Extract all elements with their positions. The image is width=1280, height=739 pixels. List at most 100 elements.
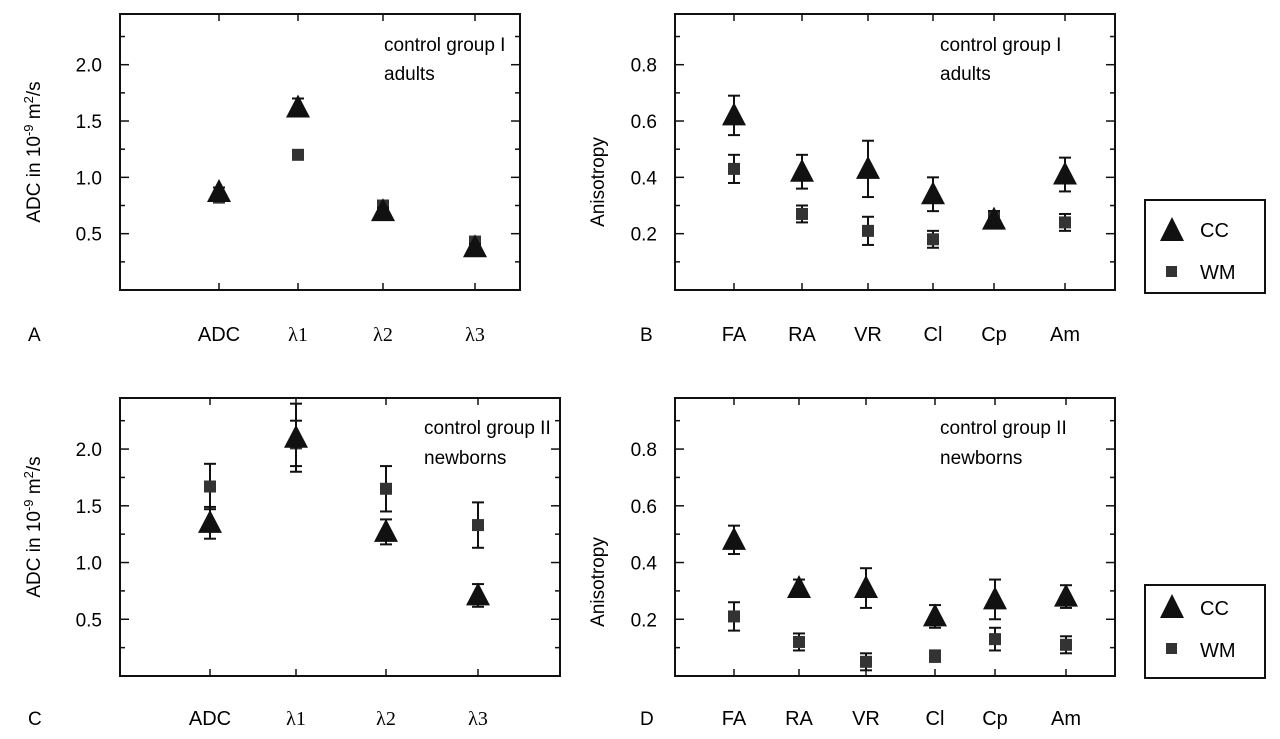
cc-point <box>371 198 395 222</box>
x-category-label: FA <box>722 324 747 346</box>
panel-letter: B <box>640 325 653 346</box>
y-tick-labels: 0.2 0.4 0.6 0.8 <box>631 440 658 631</box>
panel-letter: A <box>28 325 41 346</box>
wm-point <box>204 480 216 493</box>
y-ticks <box>675 398 1115 676</box>
x-category-label: λ3 <box>468 708 488 730</box>
annotation-line-2: adults <box>384 64 435 85</box>
wm-point <box>929 650 941 663</box>
wm-point <box>472 519 484 532</box>
y-tick-label: 0.2 <box>631 610 657 631</box>
square-icon <box>1166 266 1177 277</box>
wm-point <box>292 148 304 161</box>
legend-frame <box>1144 584 1266 679</box>
x-category-labels: FA RA VR Cl Cp Am <box>722 708 1081 730</box>
y-tick-label: 1.5 <box>76 112 102 133</box>
y-tick-label: 2.0 <box>76 56 102 77</box>
legend-frame <box>1144 199 1266 294</box>
y-tick-label: 1.5 <box>76 497 102 518</box>
y-tick-label: 1.0 <box>76 554 102 575</box>
cc-point <box>1054 583 1078 607</box>
triangle-icon <box>1160 594 1184 618</box>
y-tick-label: 0.6 <box>631 497 657 518</box>
x-category-label: Cp <box>982 708 1008 730</box>
data-marks <box>722 524 1078 672</box>
cc-point <box>198 509 222 533</box>
annotation-line-1: control group I <box>940 35 1061 56</box>
annotation-line-1: control group I <box>384 35 505 56</box>
x-category-label: λ2 <box>373 324 393 346</box>
triangle-icon <box>1160 217 1184 241</box>
annotation-line-1: control group II <box>424 418 551 439</box>
cc-point <box>856 155 880 179</box>
cc-point <box>722 102 746 126</box>
y-tick-label: 0.5 <box>76 610 102 631</box>
wm-point <box>989 633 1001 646</box>
y-tick-label: 0.8 <box>631 56 657 77</box>
x-category-label: VR <box>854 324 882 346</box>
y-tick-label: 0.4 <box>631 168 658 189</box>
x-category-label: FA <box>722 708 747 730</box>
cc-point <box>286 94 310 118</box>
wm-point <box>860 655 872 668</box>
cc-point <box>923 603 947 627</box>
wm-point <box>862 224 874 237</box>
y-tick-label: 0.5 <box>76 225 102 246</box>
x-category-labels: ADC λ1 λ2 λ3 <box>198 324 485 346</box>
y-tick-label: 0.6 <box>631 112 657 133</box>
legend-wm-label: WM <box>1200 640 1236 662</box>
plot-frame <box>119 397 561 677</box>
cc-point <box>983 586 1007 610</box>
x-category-label: Cl <box>926 708 945 730</box>
data-marks <box>198 402 490 608</box>
y-axis-label: ADC in 10-9 m2/s <box>21 456 45 597</box>
cc-point <box>466 582 490 606</box>
wm-point <box>728 610 740 623</box>
cc-point <box>787 575 811 599</box>
annotation-line-2: newborns <box>940 448 1022 469</box>
plot-frame <box>674 397 1116 677</box>
y-axis-label: Anisotropy <box>588 537 609 627</box>
wm-point <box>1060 638 1072 651</box>
y-tick-label: 0.4 <box>631 554 658 575</box>
legend-cc-label: CC <box>1200 598 1229 620</box>
legend-bottom: CC WM <box>1144 584 1266 679</box>
data-marks <box>722 94 1077 249</box>
cc-point <box>921 181 945 205</box>
cc-point <box>207 178 231 202</box>
wm-point <box>927 233 939 246</box>
x-category-label: RA <box>788 324 816 346</box>
legend-cc-label: CC <box>1200 220 1229 242</box>
annotation-line-1: control group II <box>940 418 1067 439</box>
plot-frame <box>119 13 521 291</box>
panel-d: 0.2 0.4 0.6 0.8 FA RA VR Cl Cp Am control group … <box>588 397 1116 730</box>
annotation-line-2: adults <box>940 64 991 85</box>
cc-point <box>374 518 398 542</box>
cc-point <box>982 206 1006 230</box>
cc-point <box>284 424 308 448</box>
x-category-labels: ADC λ1 λ2 λ3 <box>189 708 488 730</box>
x-category-label: λ2 <box>376 708 396 730</box>
y-ticks <box>120 398 560 676</box>
y-ticks <box>120 14 520 290</box>
y-tick-labels: 0.5 1.0 1.5 2.0 <box>76 56 102 246</box>
wm-point <box>1059 216 1071 229</box>
x-category-label: λ3 <box>465 324 485 346</box>
x-category-label: RA <box>785 708 813 730</box>
y-axis-label: ADC in 10-9 m2/s <box>21 81 45 222</box>
cc-point <box>1053 161 1077 185</box>
annotation-line-2: newborns <box>424 448 506 469</box>
y-axis-label: Anisotropy <box>588 137 609 227</box>
x-category-label: ADC <box>198 324 240 346</box>
cc-point <box>790 158 814 182</box>
y-tick-label: 2.0 <box>76 440 102 461</box>
plot-frame <box>674 13 1116 291</box>
legend-top: CC WM <box>1144 199 1266 294</box>
wm-point <box>796 207 808 220</box>
y-tick-labels: 0.5 1.0 1.5 2.0 <box>76 440 102 631</box>
y-ticks <box>675 14 1115 290</box>
x-category-label: VR <box>852 708 880 730</box>
x-category-label: λ1 <box>288 324 308 346</box>
cc-point <box>722 526 746 550</box>
